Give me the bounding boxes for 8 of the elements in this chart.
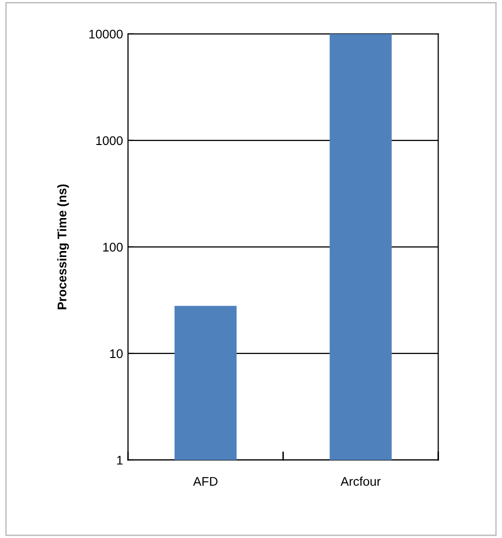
y-tick-label: 10000 [89, 30, 123, 39]
x-tick-label: AFD [193, 477, 218, 486]
y-axis-title: Processing Time (ns) [57, 184, 69, 310]
y-tick-label: 100 [103, 242, 123, 252]
y-tick-label: 10 [110, 349, 123, 358]
y-tick-label: 1 [117, 456, 123, 465]
y-tick-label: 1000 [96, 136, 123, 146]
x-tick-label: Arcfour [340, 476, 381, 486]
